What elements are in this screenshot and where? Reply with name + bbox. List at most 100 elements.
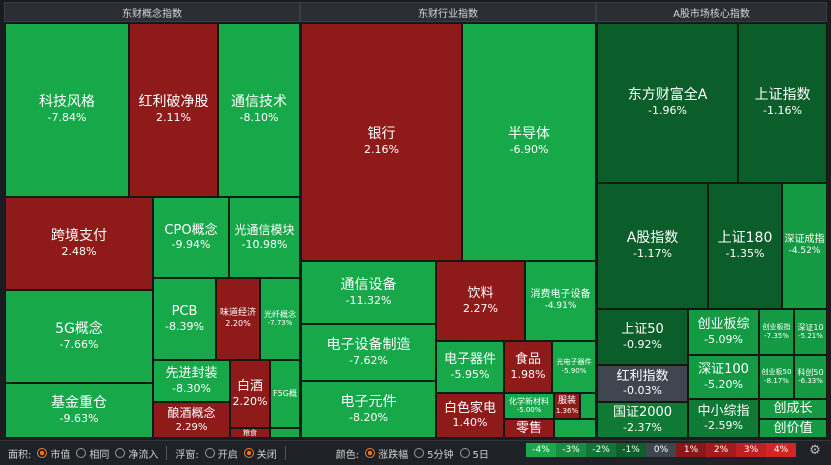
tile-shangzheng-180[interactable]: 上证180 -1.35% <box>708 183 782 309</box>
concept-index-header: 东财概念指数 <box>4 2 300 22</box>
gear-icon[interactable]: ⚙ <box>809 443 821 458</box>
tile-weidao-jingji[interactable]: 味道经济 2.20% <box>216 278 260 360</box>
tile-pcb[interactable]: PCB -8.39% <box>153 278 216 360</box>
tile-chuang-jiazhi[interactable]: 创价值 <box>759 419 827 438</box>
area-radio-jingliuru[interactable]: 净流入 <box>115 446 158 461</box>
tile-pct: 1.98% <box>510 367 546 381</box>
tile-name: 创价值 <box>773 420 813 436</box>
tile-guangdianzi[interactable]: 光电子器件 -5.90% <box>552 341 596 393</box>
tile-name: 红利破净股 <box>138 94 209 111</box>
tile-dianzi-qijian[interactable]: 电子器件 -5.95% <box>436 341 504 393</box>
float-radio-off[interactable]: 关闭 <box>243 446 277 461</box>
tile-keji-fengge[interactable]: 科技风格 -7.84% <box>5 23 129 197</box>
tile-small-industry-2[interactable] <box>554 419 596 438</box>
tile-baijiu[interactable]: 白酒 2.20% <box>230 360 270 428</box>
tile-fuzhuang[interactable]: 服装 1.36% <box>554 393 580 419</box>
tile-name: 深证成指 <box>784 234 825 246</box>
tile-shenzheng-100[interactable]: 深证100 -5.20% <box>688 355 759 399</box>
legend-swatch: 0% <box>646 443 676 457</box>
tile-pct: -2.37% <box>623 420 662 434</box>
tile-chuangye-ban-50[interactable]: 创业板50 -8.17% <box>759 355 794 399</box>
tile-name: 消费电子设备 <box>530 289 591 301</box>
tile-pct: 2.48% <box>61 244 97 258</box>
tile-pct: -8.10% <box>239 111 279 125</box>
tile-shipin[interactable]: 食品 1.98% <box>504 341 552 393</box>
tile-name: 创业板50 <box>761 368 792 377</box>
tile-pct: 2.29% <box>175 421 208 433</box>
tile-guozheng-2000[interactable]: 国证2000 -2.37% <box>597 402 688 438</box>
tile-pct: -1.16% <box>763 104 802 118</box>
tile-huaxue-xincailiao[interactable]: 化学新材料 -5.00% <box>504 393 554 419</box>
tile-baise-jiadian[interactable]: 白色家电 1.40% <box>436 393 504 438</box>
tile-chuang-chengzhang[interactable]: 创成长 <box>759 399 827 419</box>
legend-swatch: -2% <box>586 443 616 457</box>
tile-xiaofei-dianzi[interactable]: 消费电子设备 -4.91% <box>525 261 596 341</box>
tile-name: 电子元件 <box>340 393 397 410</box>
float-group: 浮窗: 开启 关闭 <box>175 446 277 461</box>
tile-shangzheng-50[interactable]: 上证50 -0.92% <box>597 309 688 365</box>
tile-bandaoti[interactable]: 半导体 -6.90% <box>462 23 596 261</box>
color-radio-5day[interactable]: 5日 <box>459 446 489 461</box>
tile-dongfang-caifu-quan-a[interactable]: 东方财富全A -1.96% <box>597 23 738 183</box>
color-radio-5min[interactable]: 5分钟 <box>414 446 454 461</box>
tile-name: PCB <box>171 304 198 320</box>
tile-hongli-pojing[interactable]: 红利破净股 2.11% <box>129 23 218 197</box>
tile-pct: -9.63% <box>59 411 99 425</box>
tile-chuangye-banzhi[interactable]: 创业板指 -7.35% <box>759 309 794 355</box>
color-legend: -4% -3% -2% -1% 0% 1% 2% 3% 4% <box>526 443 796 457</box>
tile-small-industry[interactable] <box>580 393 596 419</box>
tile-guangxian[interactable]: 光纤概念 -7.73% <box>260 278 300 360</box>
tile-pct: -5.20% <box>704 377 743 391</box>
color-radio-zhangdiefu[interactable]: 涨跌幅 <box>365 446 408 461</box>
tile-small-green[interactable] <box>270 428 300 438</box>
color-group: 颜色: 涨跌幅 5分钟 5日 <box>336 446 489 461</box>
tile-name: 酿酒概念 <box>167 406 216 421</box>
tile-5g[interactable]: 5G概念 -7.66% <box>5 290 153 383</box>
tile-kuajing-zhifu[interactable]: 跨境支付 2.48% <box>5 197 153 290</box>
tile-tongxin-jishu[interactable]: 通信技术 -8.10% <box>218 23 300 197</box>
market-index-header: A股市场核心指数 <box>596 2 827 22</box>
tile-name: 创成长 <box>773 401 813 417</box>
tile-yinliao[interactable]: 饮料 2.27% <box>436 261 525 341</box>
tile-kechuang-50[interactable]: 科创50 -6.33% <box>794 355 827 399</box>
tile-zhongxiao-zongzhi[interactable]: 中小综指 -2.59% <box>688 399 759 438</box>
tile-pct: -7.35% <box>764 331 789 340</box>
radio-label: 市值 <box>50 449 71 461</box>
tile-niangjiu[interactable]: 酿酒概念 2.29% <box>153 402 230 438</box>
float-label: 浮窗: <box>175 449 199 461</box>
tile-pct: -2.59% <box>704 419 743 433</box>
tile-dianzi-yuanjian[interactable]: 电子元件 -8.20% <box>301 381 436 438</box>
tile-pct: -4.91% <box>544 301 577 312</box>
tile-shangzheng-zhishu[interactable]: 上证指数 -1.16% <box>738 23 827 183</box>
tile-jijin-zhongcang[interactable]: 基金重仓 -9.63% <box>5 383 153 438</box>
tile-chuangye-banzong[interactable]: 创业板综 -5.09% <box>688 309 759 355</box>
float-radio-on[interactable]: 开启 <box>204 446 238 461</box>
tile-name: 味道经济 <box>219 308 256 319</box>
tile-name: 半导体 <box>508 126 550 143</box>
tile-name: 跨境支付 <box>51 227 107 244</box>
tile-name: 东方财富全A <box>627 87 708 104</box>
tile-yinhang[interactable]: 银行 2.16% <box>301 23 462 261</box>
tile-cpo[interactable]: CPO概念 -9.94% <box>153 197 229 278</box>
tile-shenzheng-chengzhi[interactable]: 深证成指 -4.52% <box>782 183 827 309</box>
tile-pct: 2.11% <box>156 111 191 125</box>
tile-hongli-zhishu[interactable]: 红利指数 -0.03% <box>597 365 688 402</box>
legend-swatch: -3% <box>556 443 586 457</box>
area-radio-xiangtong[interactable]: 相同 <box>76 446 109 461</box>
tile-shenzheng-10[interactable]: 深证10 -5.21% <box>794 309 827 355</box>
tile-name: F5G概 <box>273 389 297 399</box>
tile-xianjin-fengzhuang[interactable]: 先进封装 -8.30% <box>153 360 230 402</box>
tile-guangtongxin[interactable]: 光通信模块 -10.98% <box>229 197 300 278</box>
tile-dianzi-shebei-zhizao[interactable]: 电子设备制造 -7.62% <box>301 324 436 381</box>
tile-tongxin-shebei[interactable]: 通信设备 -11.32% <box>301 261 436 324</box>
tile-a-gu-zhishu[interactable]: A股指数 -1.17% <box>597 183 708 309</box>
industry-index-header: 东财行业指数 <box>300 2 596 22</box>
tile-name: 创业板综 <box>697 317 750 333</box>
tile-name: 基金重仓 <box>51 394 107 411</box>
area-radio-shizhi[interactable]: 市值 <box>37 446 70 461</box>
tile-lingshou[interactable]: 零售 <box>504 419 554 438</box>
tile-liangshi[interactable]: 粮食 <box>230 428 270 438</box>
tile-f5g[interactable]: F5G概 <box>270 360 300 428</box>
tile-pct: -8.39% <box>165 319 204 333</box>
